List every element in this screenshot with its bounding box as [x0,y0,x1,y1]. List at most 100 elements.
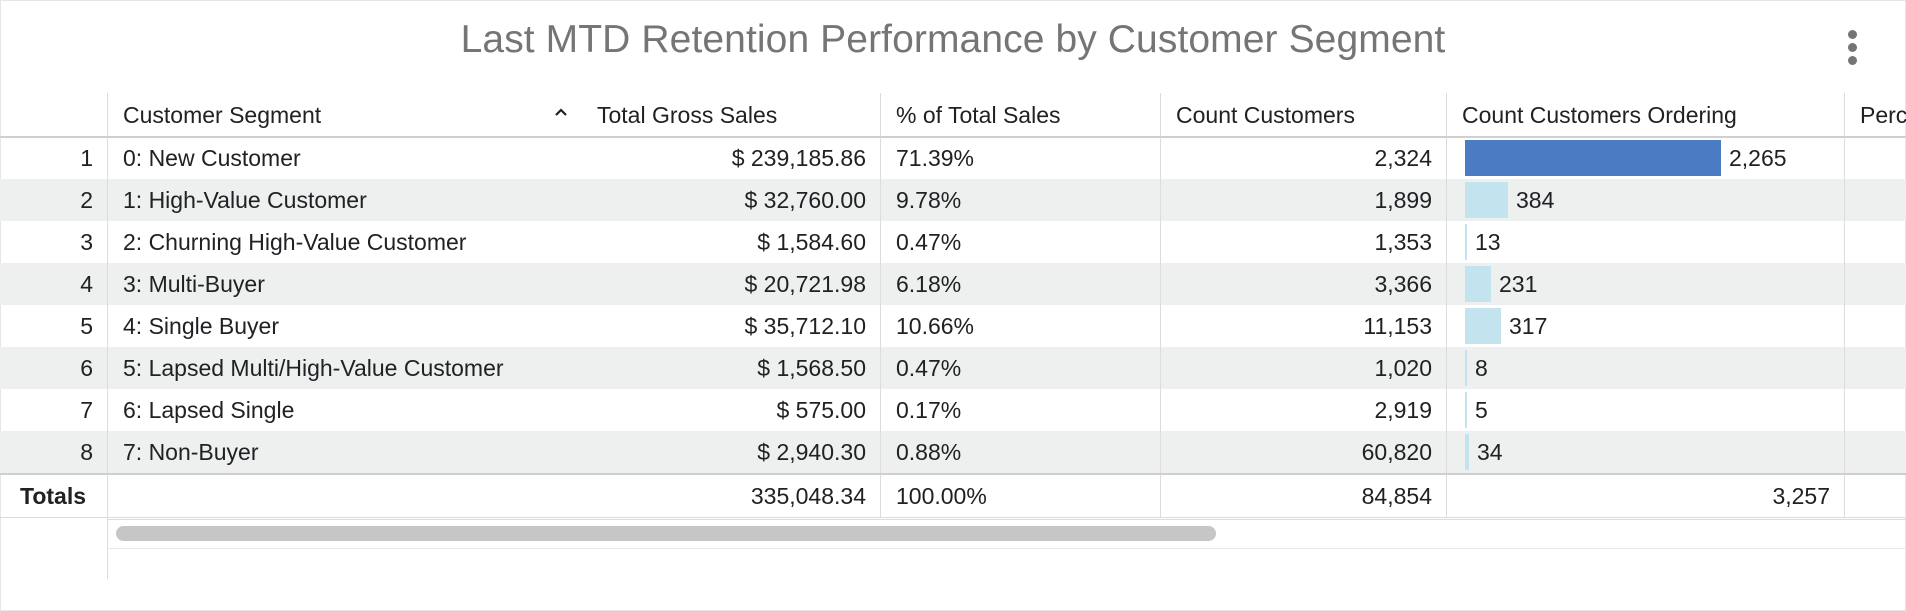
segment-cell: 4: Single Buyer [107,305,582,347]
table-row[interactable]: 4 3: Multi-Buyer $ 20,721.98 6.18% 3,366 231 [0,263,1906,305]
ordering-bar [1465,266,1491,302]
ordering-value-label: 231 [1499,270,1538,297]
column-header-label: % of Total Sales [896,101,1061,128]
perc-cell [1844,389,1906,431]
more-vert-icon[interactable] [1840,26,1864,70]
perc-cell [1844,263,1906,305]
column-header-count-customers-ordering[interactable]: Count Customers Ordering [1446,93,1844,137]
ordering-value-label: 5 [1475,396,1488,423]
segment-cell: 7: Non-Buyer [107,431,582,473]
pct-sales-cell: 9.78% [880,179,1160,221]
chevron-up-icon[interactable] [554,105,568,119]
column-header-pct-total-sales[interactable]: % of Total Sales [880,93,1160,137]
gross-sales-cell: $ 239,185.86 [731,144,866,171]
ordering-bar [1465,140,1721,176]
column-header-perc[interactable]: Perc [1844,93,1906,137]
column-header-label: Count Customers Ordering [1462,101,1737,128]
horizontal-scrollbar-track[interactable] [107,519,1906,549]
pct-sales-cell: 0.17% [880,389,1160,431]
segment-cell: 0: New Customer [107,137,582,179]
count-customers-cell: 60,820 [1160,431,1446,473]
column-header-count-customers[interactable]: Count Customers [1160,93,1446,137]
table-row[interactable]: 8 7: Non-Buyer $ 2,940.30 0.88% 60,820 34 [0,431,1906,473]
segment-cell: 2: Churning High-Value Customer [107,221,582,263]
ordering-bar [1465,392,1467,428]
table-row[interactable]: 3 2: Churning High-Value Customer $ 1,584.… [0,221,1906,263]
header-index-cell [0,93,107,137]
table-title: Last MTD Retention Performance by Custom… [460,18,1446,61]
pct-sales-cell: 71.39% [880,137,1160,179]
count-customers-cell: 11,153 [1160,305,1446,347]
perc-cell [1844,221,1906,263]
count-customers-cell: 2,919 [1160,389,1446,431]
count-customers-cell: 1,899 [1160,179,1446,221]
count-customers-cell: 3,366 [1160,263,1446,305]
ordering-bar [1465,224,1467,260]
gross-sales-cell: $ 35,712.10 [744,312,866,339]
totals-ordering: 3,257 [1446,475,1844,517]
table-row[interactable]: 7 6: Lapsed Single $ 575.00 0.17% 2,919 5 [0,389,1906,431]
row-index: 8 [80,438,93,465]
perc-cell [1844,431,1906,473]
ordering-value-label: 34 [1477,438,1503,465]
totals-pct-sales: 100.00% [880,475,1160,517]
row-index: 3 [80,228,93,255]
perc-cell [1844,305,1906,347]
count-customers-cell: 1,353 [1160,221,1446,263]
horizontal-scrollbar-thumb[interactable] [116,526,1216,541]
gross-sales-cell: $ 575.00 [776,396,866,423]
ordering-value-label: 8 [1475,354,1488,381]
gross-sales-cell: $ 2,940.30 [757,438,866,465]
pct-sales-cell: 6.18% [880,263,1160,305]
ordering-cell: 2,265 [1446,137,1844,179]
perc-cell [1844,137,1906,179]
totals-perc [1844,475,1906,517]
row-index: 7 [80,396,93,423]
gross-sales-cell: $ 1,584.60 [757,228,866,255]
ordering-cell: 8 [1446,347,1844,389]
segment-cell: 6: Lapsed Single [107,389,582,431]
row-index: 2 [80,186,93,213]
ordering-value-label: 2,265 [1729,144,1787,171]
ordering-value-label: 13 [1475,228,1501,255]
gross-sales-cell: $ 1,568.50 [757,354,866,381]
ordering-bar [1465,308,1501,344]
gross-sales-cell: $ 32,760.00 [744,186,866,213]
row-index: 1 [80,144,93,171]
pct-sales-cell: 0.47% [880,347,1160,389]
totals-row: Totals 335,048.34 100.00% 84,854 3,257 [0,475,1906,517]
count-customers-cell: 2,324 [1160,137,1446,179]
ordering-value-label: 384 [1516,186,1555,213]
pct-sales-cell: 0.88% [880,431,1160,473]
pct-sales-cell: 0.47% [880,221,1160,263]
totals-segment-cell [107,475,582,517]
count-customers-cell: 1,020 [1160,347,1446,389]
ordering-cell: 34 [1446,431,1844,473]
table-row[interactable]: 1 0: New Customer $ 239,185.86 71.39% 2,324 2… [0,137,1906,179]
table-row[interactable]: 6 5: Lapsed Multi/High-Value Customer $ 1,… [0,347,1906,389]
table-row[interactable]: 5 4: Single Buyer $ 35,712.10 10.66% 11,153 3… [0,305,1906,347]
row-index: 4 [80,270,93,297]
column-header-label: Total Gross Sales [597,101,778,128]
ordering-bar [1465,350,1467,386]
ordering-value-label: 317 [1509,312,1548,339]
table-header: Customer Segment Total Gross Sales % of … [0,93,1906,137]
row-index: 5 [80,312,93,339]
column-header-total-gross-sales[interactable]: Total Gross Sales [582,93,880,137]
column-header-label: Customer Segment [123,101,322,128]
segment-cell: 1: High-Value Customer [107,179,582,221]
totals-label: Totals [20,482,87,509]
ordering-cell: 317 [1446,305,1844,347]
ordering-cell: 13 [1446,221,1844,263]
row-index: 6 [80,354,93,381]
ordering-bar [1465,182,1508,218]
pct-sales-cell: 10.66% [880,305,1160,347]
segment-cell: 5: Lapsed Multi/High-Value Customer [107,347,582,389]
totals-gross-sales: 335,048.34 [750,482,866,509]
column-header-customer-segment[interactable]: Customer Segment [107,93,582,137]
ordering-bar [1465,434,1469,470]
totals-count-customers: 84,854 [1160,475,1446,517]
ordering-cell: 384 [1446,179,1844,221]
perc-cell [1844,347,1906,389]
table-row[interactable]: 2 1: High-Value Customer $ 32,760.00 9.78% 1… [0,179,1906,221]
